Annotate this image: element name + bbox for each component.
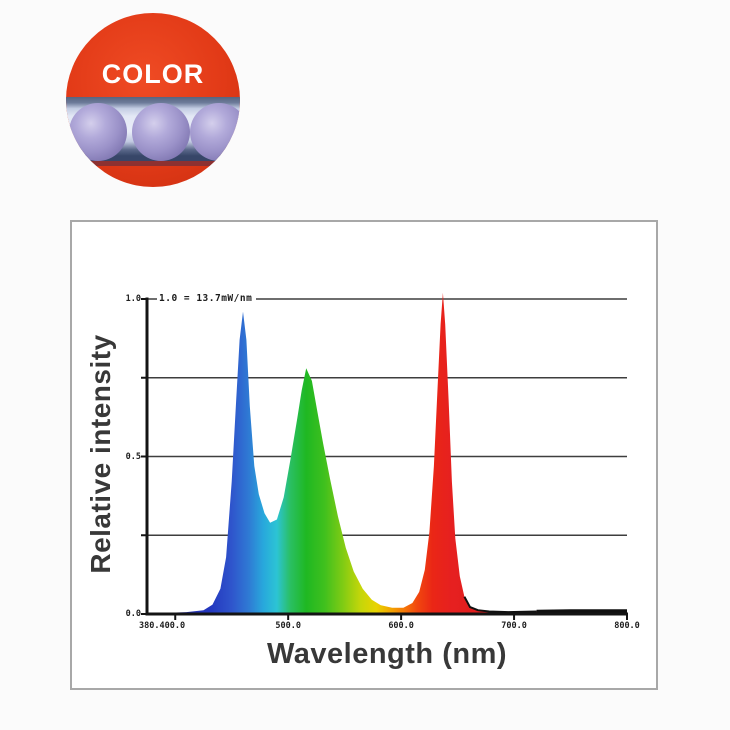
y-tick-label: 0.0	[125, 609, 141, 619]
y-tick-label: 1.0	[125, 294, 141, 304]
spectrum-svg	[141, 292, 628, 620]
y-axis-title: Relative intensity	[85, 334, 116, 574]
badge-label: COLOR	[101, 59, 205, 89]
lens-orb-icon	[190, 103, 240, 161]
x-axis-title: Wavelength (nm)	[266, 638, 508, 670]
lens-orb-icon	[132, 103, 190, 161]
x-tick-label: 600.0	[388, 621, 414, 631]
y-tick-label: 0.5	[125, 451, 141, 462]
spectrum-chart-card: 1.0 = 13.7mW/nm 380.400.0 500.0 600.0 700.0…	[70, 220, 658, 690]
lens-orb-icon	[69, 103, 127, 161]
spectrum-tail-line	[463, 596, 537, 614]
strip-underline	[66, 161, 240, 166]
x-tick-label: 380.400.0	[139, 621, 186, 631]
spectrum-tail-line	[536, 609, 627, 614]
spectrum-area	[147, 292, 627, 614]
x-tick-label: 500.0	[275, 621, 301, 631]
color-badge: COLOR	[66, 13, 240, 187]
plot-area: 1.0 = 13.7mW/nm 380.400.0 500.0 600.0 700.0…	[126, 292, 640, 631]
scale-annotation: 1.0 = 13.7mW/nm	[157, 293, 257, 305]
x-tick-label: 800.0	[614, 621, 640, 631]
x-tick-label: 700.0	[501, 621, 527, 631]
